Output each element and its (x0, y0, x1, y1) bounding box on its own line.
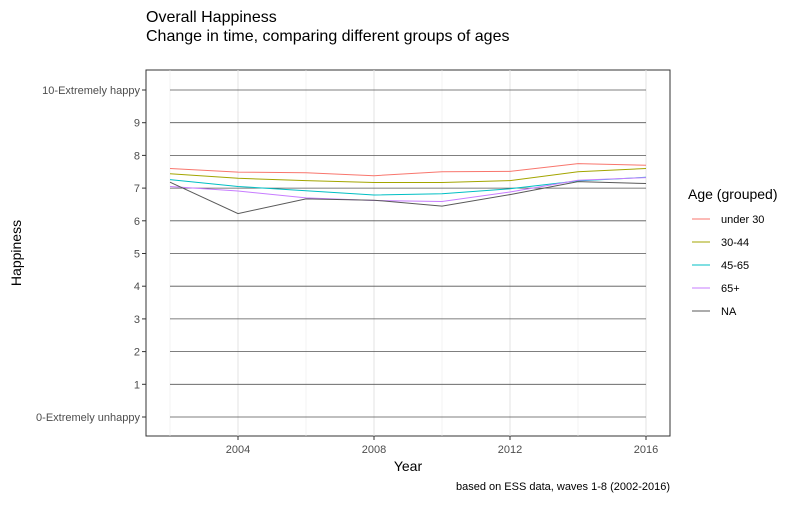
plot-panel (145, 69, 671, 437)
series-line (169, 168, 647, 183)
y-tick-label: 6 (134, 216, 140, 228)
x-tick-label: 2008 (362, 444, 386, 456)
legend-items: under 30 30-44 45-65 65+ NA (692, 214, 764, 318)
y-tick-label: 7 (134, 183, 140, 195)
legend: Age (grouped) under 30 30-44 45-65 65+ NA (688, 186, 778, 318)
legend-label: 65+ (721, 283, 740, 295)
axis-layer: 0-Extremely unhappy 1 2 3 4 5 6 7 8 9 10-Extremely… (36, 85, 658, 456)
chart-title: Overall Happiness (146, 9, 277, 26)
y-tick-label: 10-Extremely happy (42, 85, 140, 97)
x-tick-label: 2016 (634, 444, 658, 456)
legend-label: 45-65 (721, 260, 749, 272)
series-line (169, 163, 647, 177)
y-tick-label: 4 (134, 281, 140, 293)
legend-label: 30-44 (721, 237, 749, 249)
series-line (169, 181, 647, 215)
legend-title: Age (grouped) (688, 186, 778, 202)
x-tick-label: 2012 (498, 444, 522, 456)
chart-caption: based on ESS data, waves 1-8 (2002-2016) (456, 481, 670, 493)
y-tick-label: 5 (134, 249, 140, 261)
y-tick-label: 9 (134, 118, 140, 130)
y-tick-label: 2 (134, 347, 140, 359)
y-tick-label: 1 (134, 379, 140, 391)
y-axis-label: Happiness (8, 220, 24, 286)
legend-label: under 30 (721, 214, 764, 226)
series-layer (169, 163, 647, 215)
x-tick-label: 2004 (226, 444, 250, 456)
grid-layer (169, 70, 647, 436)
x-axis-label: Year (394, 458, 423, 474)
y-tick-label: 3 (134, 314, 140, 326)
legend-label: NA (721, 306, 737, 318)
y-tick-label: 8 (134, 150, 140, 162)
series-line (169, 177, 647, 203)
chart-subtitle: Change in time, comparing different grou… (146, 28, 509, 45)
y-tick-label: 0-Extremely unhappy (36, 412, 140, 424)
